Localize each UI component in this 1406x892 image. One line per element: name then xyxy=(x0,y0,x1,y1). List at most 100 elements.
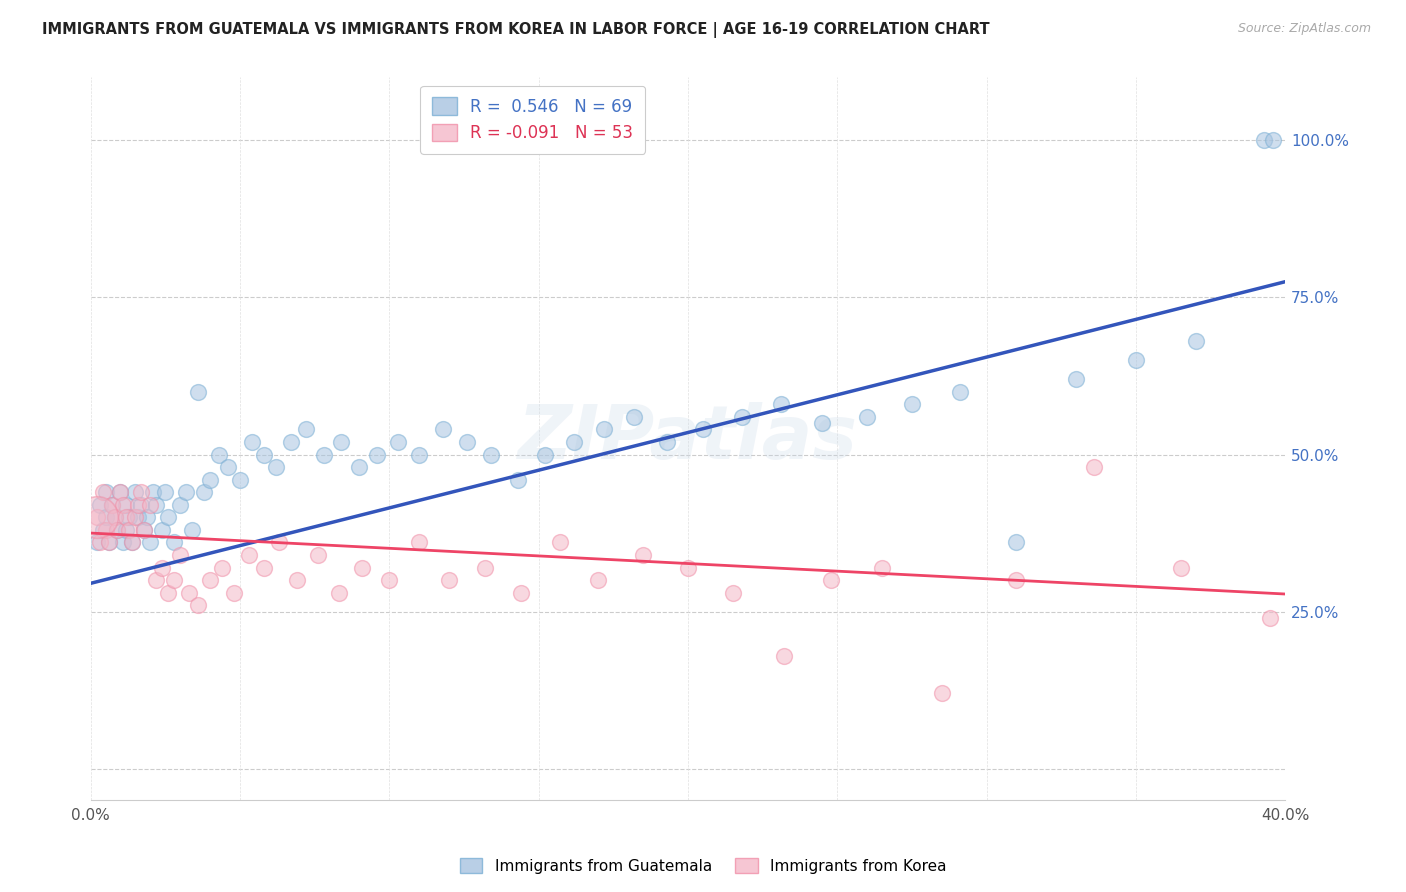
Point xyxy=(131,485,153,500)
Point xyxy=(1005,573,1028,587)
Point xyxy=(198,473,221,487)
Point xyxy=(240,434,263,449)
Point xyxy=(931,686,953,700)
Point xyxy=(86,510,108,524)
Point xyxy=(474,560,496,574)
Point xyxy=(127,510,149,524)
Point xyxy=(124,485,146,500)
Point xyxy=(328,586,350,600)
Point xyxy=(1253,133,1275,147)
Point xyxy=(174,485,197,500)
Point xyxy=(103,510,125,524)
Point xyxy=(769,397,792,411)
Point xyxy=(264,460,287,475)
Point xyxy=(100,498,122,512)
Point xyxy=(112,498,135,512)
Point xyxy=(94,510,117,524)
Point xyxy=(124,510,146,524)
Point xyxy=(366,448,388,462)
Point xyxy=(163,573,186,587)
Point xyxy=(155,485,177,500)
Point xyxy=(107,523,129,537)
Point xyxy=(89,498,111,512)
Point xyxy=(856,409,879,424)
Point xyxy=(91,523,114,537)
Point xyxy=(1064,372,1087,386)
Point xyxy=(145,573,167,587)
Point xyxy=(588,573,610,587)
Point xyxy=(721,586,744,600)
Point xyxy=(211,560,233,574)
Point xyxy=(222,586,245,600)
Point xyxy=(1170,560,1192,574)
Point xyxy=(280,434,302,449)
Point xyxy=(307,548,329,562)
Point xyxy=(163,535,186,549)
Point xyxy=(1083,460,1105,475)
Point xyxy=(312,448,335,462)
Point xyxy=(820,573,842,587)
Point xyxy=(509,586,531,600)
Point xyxy=(187,384,209,399)
Point xyxy=(811,416,834,430)
Point xyxy=(157,586,180,600)
Point xyxy=(949,384,972,399)
Point xyxy=(97,535,120,549)
Point xyxy=(94,485,117,500)
Point xyxy=(86,510,108,524)
Point xyxy=(150,560,173,574)
Point xyxy=(118,510,141,524)
Point xyxy=(349,460,371,475)
Point xyxy=(731,409,754,424)
Point xyxy=(112,535,135,549)
Point xyxy=(134,523,156,537)
Point xyxy=(103,510,125,524)
Point xyxy=(91,485,114,500)
Text: IMMIGRANTS FROM GUATEMALA VS IMMIGRANTS FROM KOREA IN LABOR FORCE | AGE 16-19 CO: IMMIGRANTS FROM GUATEMALA VS IMMIGRANTS … xyxy=(42,22,990,38)
Point xyxy=(901,397,924,411)
Point xyxy=(208,448,231,462)
Point xyxy=(564,434,586,449)
Point xyxy=(217,460,239,475)
Point xyxy=(479,448,502,462)
Point xyxy=(89,535,111,549)
Point xyxy=(772,648,794,663)
Point xyxy=(1263,133,1285,147)
Point xyxy=(115,498,138,512)
Point xyxy=(181,523,204,537)
Text: ZIPatlas: ZIPatlas xyxy=(517,402,858,475)
Point xyxy=(121,535,143,549)
Text: Source: ZipAtlas.com: Source: ZipAtlas.com xyxy=(1237,22,1371,36)
Point xyxy=(169,498,191,512)
Point xyxy=(134,523,156,537)
Point xyxy=(118,523,141,537)
Point xyxy=(378,573,401,587)
Point xyxy=(408,535,430,549)
Point xyxy=(107,523,129,537)
Point xyxy=(533,448,555,462)
Point xyxy=(86,535,108,549)
Point xyxy=(1125,353,1147,368)
Point xyxy=(676,560,699,574)
Point xyxy=(1184,334,1206,349)
Point xyxy=(127,498,149,512)
Point xyxy=(253,448,276,462)
Point xyxy=(432,422,454,436)
Point xyxy=(145,498,167,512)
Point xyxy=(294,422,316,436)
Point xyxy=(352,560,374,574)
Point xyxy=(131,498,153,512)
Point xyxy=(229,473,252,487)
Point xyxy=(506,473,529,487)
Point xyxy=(623,409,645,424)
Point xyxy=(136,510,159,524)
Legend: Immigrants from Guatemala, Immigrants from Korea: Immigrants from Guatemala, Immigrants fr… xyxy=(453,852,953,880)
Point xyxy=(121,535,143,549)
Point xyxy=(870,560,893,574)
Point xyxy=(238,548,260,562)
Point xyxy=(169,548,191,562)
Point xyxy=(150,523,173,537)
Point xyxy=(387,434,409,449)
Point xyxy=(198,573,221,587)
Point xyxy=(142,485,165,500)
